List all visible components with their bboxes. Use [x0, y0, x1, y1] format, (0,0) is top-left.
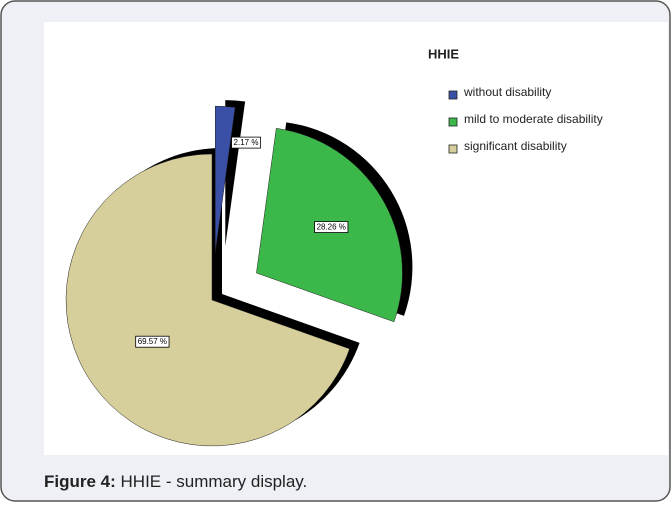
legend-label: without disability [463, 85, 551, 99]
legend-label: significant disability [464, 139, 567, 153]
caption-label: Figure 4: [44, 472, 116, 491]
slice [215, 105, 236, 253]
legend-label: mild to moderate disability [464, 112, 603, 126]
legend-swatch [448, 117, 458, 127]
caption-text: HHIE - summary display. [121, 472, 308, 491]
caption: Figure 4: HHIE - summary display. [44, 472, 307, 491]
value-label: 28.26 % [317, 223, 346, 232]
legend-swatch [448, 90, 458, 100]
value-label-box [314, 221, 349, 233]
value-label: 2.17 % [234, 138, 259, 147]
slice [65, 153, 350, 447]
value-label-box [135, 335, 170, 348]
value-label-box [231, 136, 261, 149]
value-label: 69.57 % [138, 337, 167, 346]
legend-title: HHIE [428, 46, 459, 61]
legend-swatch [448, 144, 458, 154]
